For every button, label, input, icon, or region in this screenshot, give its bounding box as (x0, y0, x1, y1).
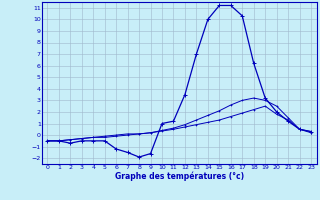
X-axis label: Graphe des températures (°c): Graphe des températures (°c) (115, 171, 244, 181)
